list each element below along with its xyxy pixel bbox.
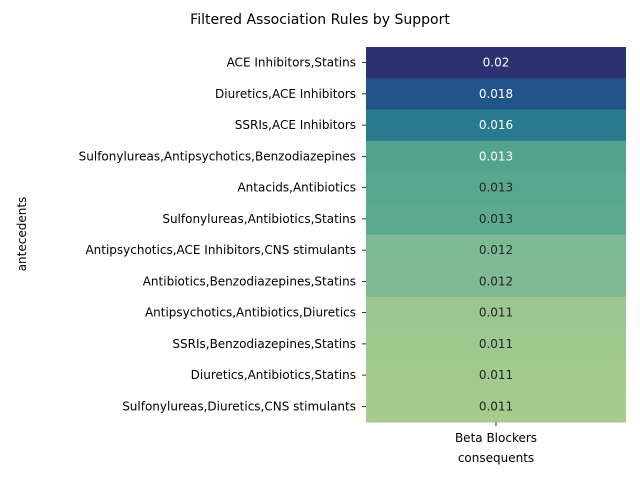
heatmap-cell (366, 297, 626, 329)
y-axis-label: antecedents (15, 197, 29, 272)
cell-value-label: 0.012 (479, 243, 513, 257)
heatmap-cell (366, 172, 626, 204)
y-tick-label: ACE Inhibitors,Statins (227, 56, 356, 70)
cell-value-label: 0.011 (479, 399, 513, 413)
heatmap-cell (366, 78, 626, 110)
y-tick-label: Sulfonylureas,Diuretics,CNS stimulants (122, 399, 356, 413)
heatmap-cell (366, 265, 626, 298)
cell-value-label: 0.02 (483, 56, 510, 70)
x-tick-label: Beta Blockers (455, 431, 537, 445)
heatmap-cell (366, 109, 626, 142)
heatmap-cell (366, 359, 626, 392)
heatmap-cell (366, 234, 626, 267)
cell-value-label: 0.018 (479, 87, 513, 101)
cell-value-label: 0.013 (479, 149, 513, 163)
y-tick-label: Antibiotics,Benzodiazepines,Statins (143, 274, 356, 288)
chart-title: Filtered Association Rules by Support (190, 12, 450, 28)
heatmap-cell (366, 390, 626, 423)
cell-value-label: 0.013 (479, 212, 513, 226)
heatmap-cell (366, 140, 626, 173)
y-tick-label: Antipsychotics,ACE Inhibitors,CNS stimul… (85, 243, 356, 257)
y-tick-label: Antacids,Antibiotics (237, 181, 356, 195)
heatmap-cell (366, 328, 626, 360)
y-tick-label: SSRIs,Benzodiazepines,Statins (172, 337, 356, 351)
x-axis-label: consequents (458, 451, 534, 465)
heatmap-cell (366, 47, 626, 79)
y-tick-labels: ACE Inhibitors,Statins Diuretics,ACE Inhi… (79, 56, 366, 413)
cell-value-label: 0.011 (479, 306, 513, 320)
cell-value-label: 0.013 (479, 181, 513, 195)
y-tick-label: SSRIs,ACE Inhibitors (235, 118, 356, 132)
heatmap-cell (366, 203, 626, 235)
y-tick-label: Diuretics,ACE Inhibitors (215, 87, 356, 101)
heatmap-cells: 0.02 0.018 0.016 0.013 0.013 0.013 0.012 0.012 0… (366, 47, 626, 423)
cell-value-label: 0.016 (479, 118, 513, 132)
y-tick-label: Diuretics,Antibiotics,Statins (191, 368, 356, 382)
y-tick-label: Sulfonylureas,Antipsychotics,Benzodiazep… (79, 149, 356, 163)
y-tick-label: Antipsychotics,Antibiotics,Diuretics (145, 306, 356, 320)
x-tick-labels: Beta Blockers (455, 422, 537, 445)
cell-value-label: 0.012 (479, 274, 513, 288)
y-tick-label: Sulfonylureas,Antibiotics,Statins (162, 212, 356, 226)
cell-value-label: 0.011 (479, 337, 513, 351)
cell-value-label: 0.011 (479, 368, 513, 382)
